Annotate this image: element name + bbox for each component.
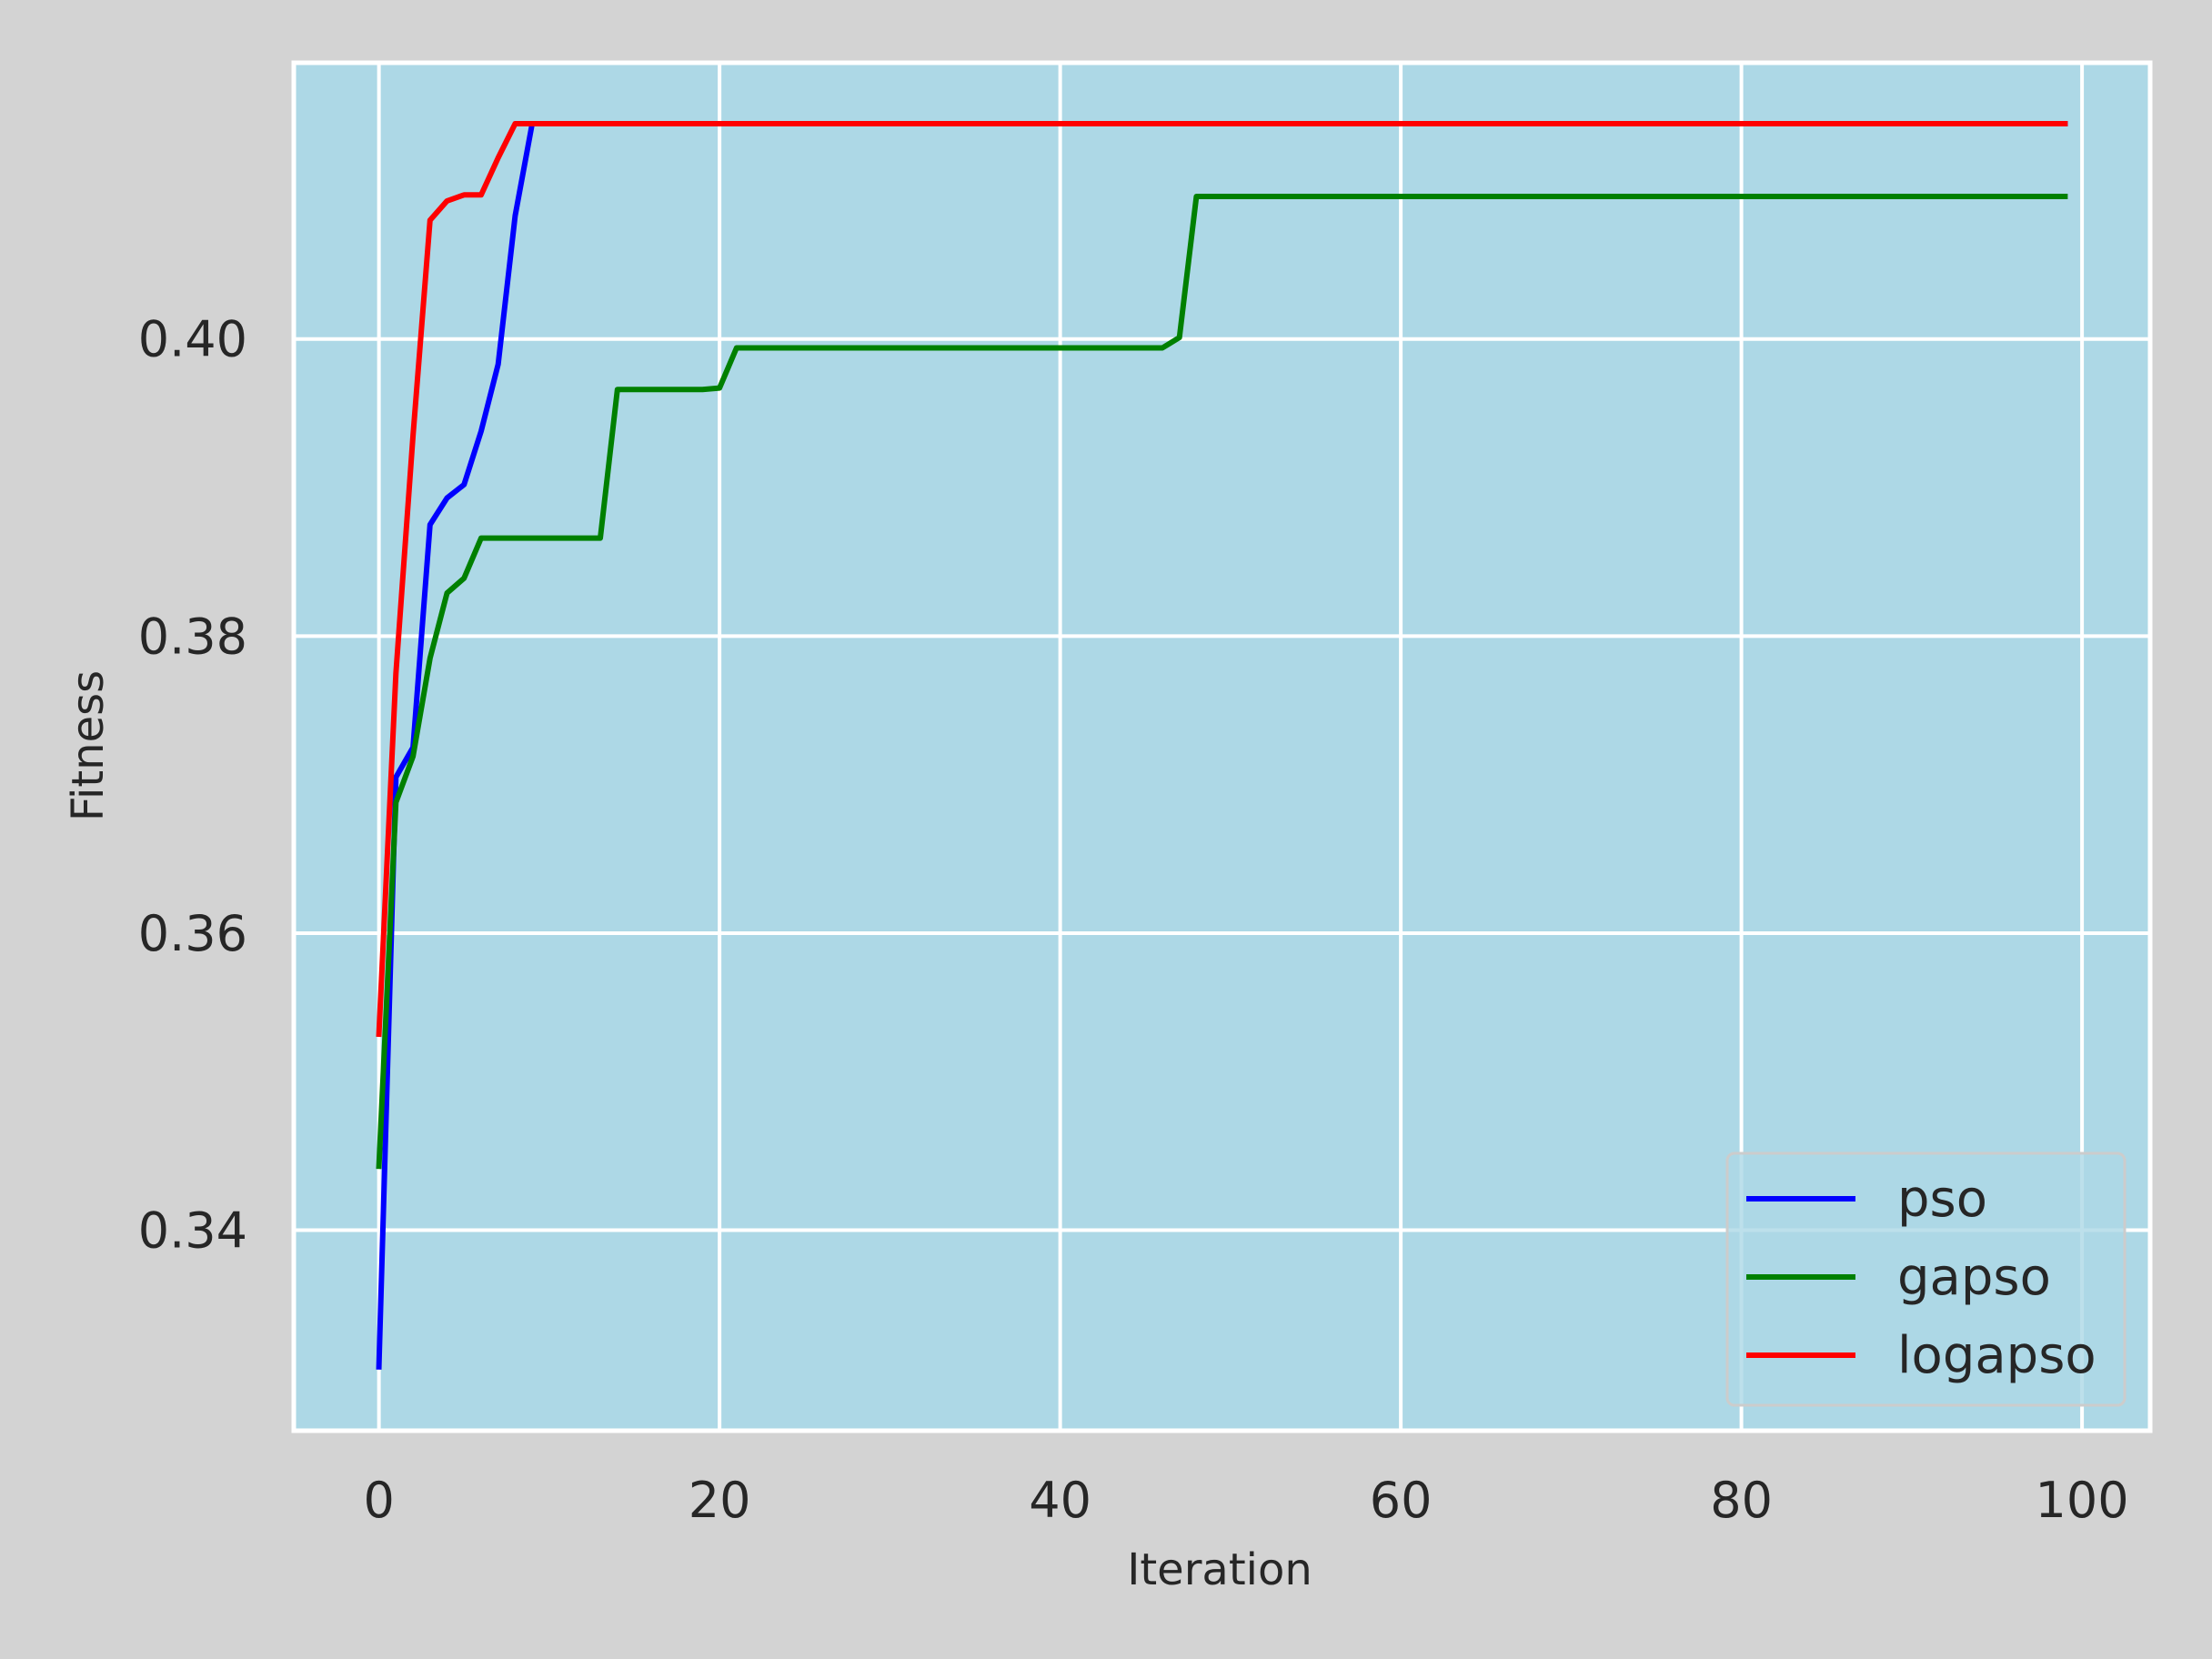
legend-label-logapso: logapso xyxy=(1897,1326,2096,1385)
legend-label-gapso: gapso xyxy=(1897,1248,2051,1307)
legend-box xyxy=(1725,1151,2127,1407)
x-tick-label: 40 xyxy=(1029,1472,1091,1529)
legend-label-pso: pso xyxy=(1897,1170,1987,1229)
x-tick-label: 60 xyxy=(1370,1472,1433,1529)
y-tick-label: 0.38 xyxy=(138,608,247,665)
series-lines xyxy=(376,121,2068,1370)
x-tick-label: 80 xyxy=(1710,1472,1773,1529)
y-tick-label: 0.34 xyxy=(138,1202,247,1260)
legend: pso gapso logapso xyxy=(1725,1151,2127,1407)
y-tick-label: 0.36 xyxy=(138,905,247,962)
y-axis-label: Fitness xyxy=(63,670,114,821)
plot-frame xyxy=(291,60,2153,1433)
y-tick-label: 0.40 xyxy=(138,311,247,368)
x-tick-label: 100 xyxy=(2036,1472,2129,1529)
series-line-logapso xyxy=(376,121,2068,1038)
x-tick-label: 0 xyxy=(363,1472,394,1529)
series-line-gapso xyxy=(376,194,2068,1170)
x-axis-ticks: 0 20 40 60 80 100 xyxy=(363,1472,2128,1529)
x-axis-label: Iteration xyxy=(1127,1544,1312,1595)
series-line-pso xyxy=(376,121,2068,1370)
y-axis-ticks: 0.34 0.36 0.38 0.40 xyxy=(138,311,247,1260)
x-tick-label: 20 xyxy=(689,1472,751,1529)
